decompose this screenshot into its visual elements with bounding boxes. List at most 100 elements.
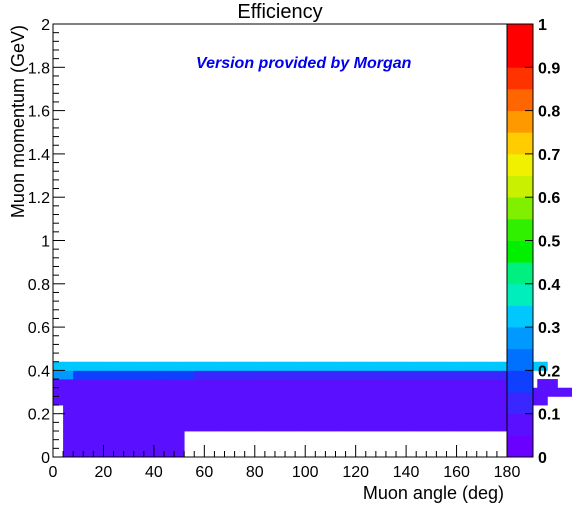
heatmap-cell xyxy=(345,370,357,380)
heatmap-cell xyxy=(123,387,135,397)
color-scale-step xyxy=(507,348,533,371)
heatmap-cell xyxy=(426,422,437,432)
heatmap-cell xyxy=(143,361,155,371)
heatmap-cell xyxy=(295,413,306,423)
heatmap-cell xyxy=(486,361,498,371)
heatmap-cell xyxy=(335,379,346,389)
heatmap-cell xyxy=(254,405,266,415)
heatmap-cell xyxy=(547,379,558,389)
heatmap-cell xyxy=(436,405,447,415)
heatmap-cell xyxy=(113,405,125,415)
heatmap-cell xyxy=(466,379,478,389)
heatmap-cell xyxy=(335,413,346,423)
heatmap-cell xyxy=(254,396,266,406)
heatmap-cell xyxy=(325,361,336,371)
heatmap-cell xyxy=(113,439,125,449)
heatmap-cell xyxy=(93,361,104,371)
heatmap-cell xyxy=(456,379,468,389)
heatmap-cell xyxy=(93,439,104,449)
heatmap-cell xyxy=(174,361,185,371)
y-tick-label: 0.8 xyxy=(28,277,50,294)
heatmap-cell xyxy=(355,379,367,389)
heatmap-cell xyxy=(426,379,437,389)
heatmap-cell xyxy=(93,379,104,389)
heatmap-cell xyxy=(73,413,84,423)
heatmap-cell xyxy=(73,361,84,371)
heatmap-cell xyxy=(174,379,185,389)
heatmap-cell xyxy=(163,413,175,423)
heatmap-cell xyxy=(194,379,205,389)
x-tick-label: 80 xyxy=(246,464,264,481)
heatmap-cell xyxy=(345,387,357,397)
color-scale-label: 0.5 xyxy=(538,234,560,251)
heatmap-cell xyxy=(396,422,407,432)
heatmap-cell xyxy=(436,413,447,423)
heatmap-cell xyxy=(456,405,468,415)
heatmap-cell xyxy=(204,413,215,423)
heatmap-cell xyxy=(385,387,397,397)
heatmap-cell xyxy=(73,405,84,415)
heatmap-cell xyxy=(204,396,215,406)
heatmap-cell xyxy=(63,361,74,371)
heatmap-cell xyxy=(63,370,74,380)
heatmap-cell xyxy=(476,396,488,406)
heatmap-cell xyxy=(224,422,235,432)
heatmap-cell xyxy=(365,379,377,389)
heatmap-cell xyxy=(83,422,94,432)
heatmap-cell xyxy=(143,439,155,449)
y-tick-label: 1 xyxy=(41,234,50,251)
heatmap-cell xyxy=(426,361,437,371)
y-tick-label: 1.6 xyxy=(28,104,50,121)
heatmap-cell xyxy=(406,387,417,397)
color-scale-step xyxy=(507,240,533,263)
annotation-text: Version provided by Morgan xyxy=(196,55,412,72)
heatmap-cell xyxy=(264,405,276,415)
heatmap-cell xyxy=(375,396,387,406)
heatmap-cell xyxy=(345,379,357,389)
heatmap-cell xyxy=(355,370,367,380)
heatmap-cell xyxy=(456,396,468,406)
heatmap-cell xyxy=(63,431,74,441)
heatmap-cell xyxy=(194,361,205,371)
heatmap-cell xyxy=(335,370,346,380)
heatmap-cell xyxy=(385,405,397,415)
heatmap-cell xyxy=(375,361,387,371)
heatmap-cell xyxy=(63,387,74,397)
heatmap-cell xyxy=(406,370,417,380)
heatmap-cell xyxy=(335,396,346,406)
heatmap-cell xyxy=(83,448,94,458)
color-scale-step xyxy=(507,370,533,393)
heatmap-cell xyxy=(123,370,135,380)
heatmap-cell xyxy=(365,396,377,406)
heatmap-cell xyxy=(466,405,478,415)
x-tick-label: 20 xyxy=(95,464,113,481)
heatmap-cell xyxy=(73,387,84,397)
heatmap-cell xyxy=(153,387,165,397)
heatmap-cell xyxy=(365,361,377,371)
heatmap-cell xyxy=(93,405,104,415)
heatmap-cell xyxy=(426,387,437,397)
heatmap-cell xyxy=(466,370,478,380)
heatmap-cell xyxy=(295,361,306,371)
heatmap-cell xyxy=(385,396,397,406)
heatmap-cell xyxy=(355,361,367,371)
heatmap-cell xyxy=(244,370,256,380)
heatmap-cell xyxy=(416,422,427,432)
color-scale-step xyxy=(507,197,533,220)
heatmap-cell xyxy=(153,379,165,389)
heatmap-cell xyxy=(476,413,488,423)
heatmap-cell xyxy=(103,379,114,389)
heatmap-cell xyxy=(385,379,397,389)
heatmap-cell xyxy=(53,387,64,397)
heatmap-cell xyxy=(456,370,468,380)
heatmap-cell xyxy=(305,361,316,371)
heatmap-cell xyxy=(153,448,165,458)
heatmap-cell xyxy=(416,405,427,415)
heatmap-cell xyxy=(194,413,205,423)
heatmap-cell xyxy=(345,361,357,371)
heatmap-cell xyxy=(184,413,195,423)
heatmap-cell xyxy=(416,413,427,423)
heatmap-cell xyxy=(103,405,114,415)
x-tick-label: 140 xyxy=(393,464,420,481)
heatmap-cell xyxy=(436,379,447,389)
